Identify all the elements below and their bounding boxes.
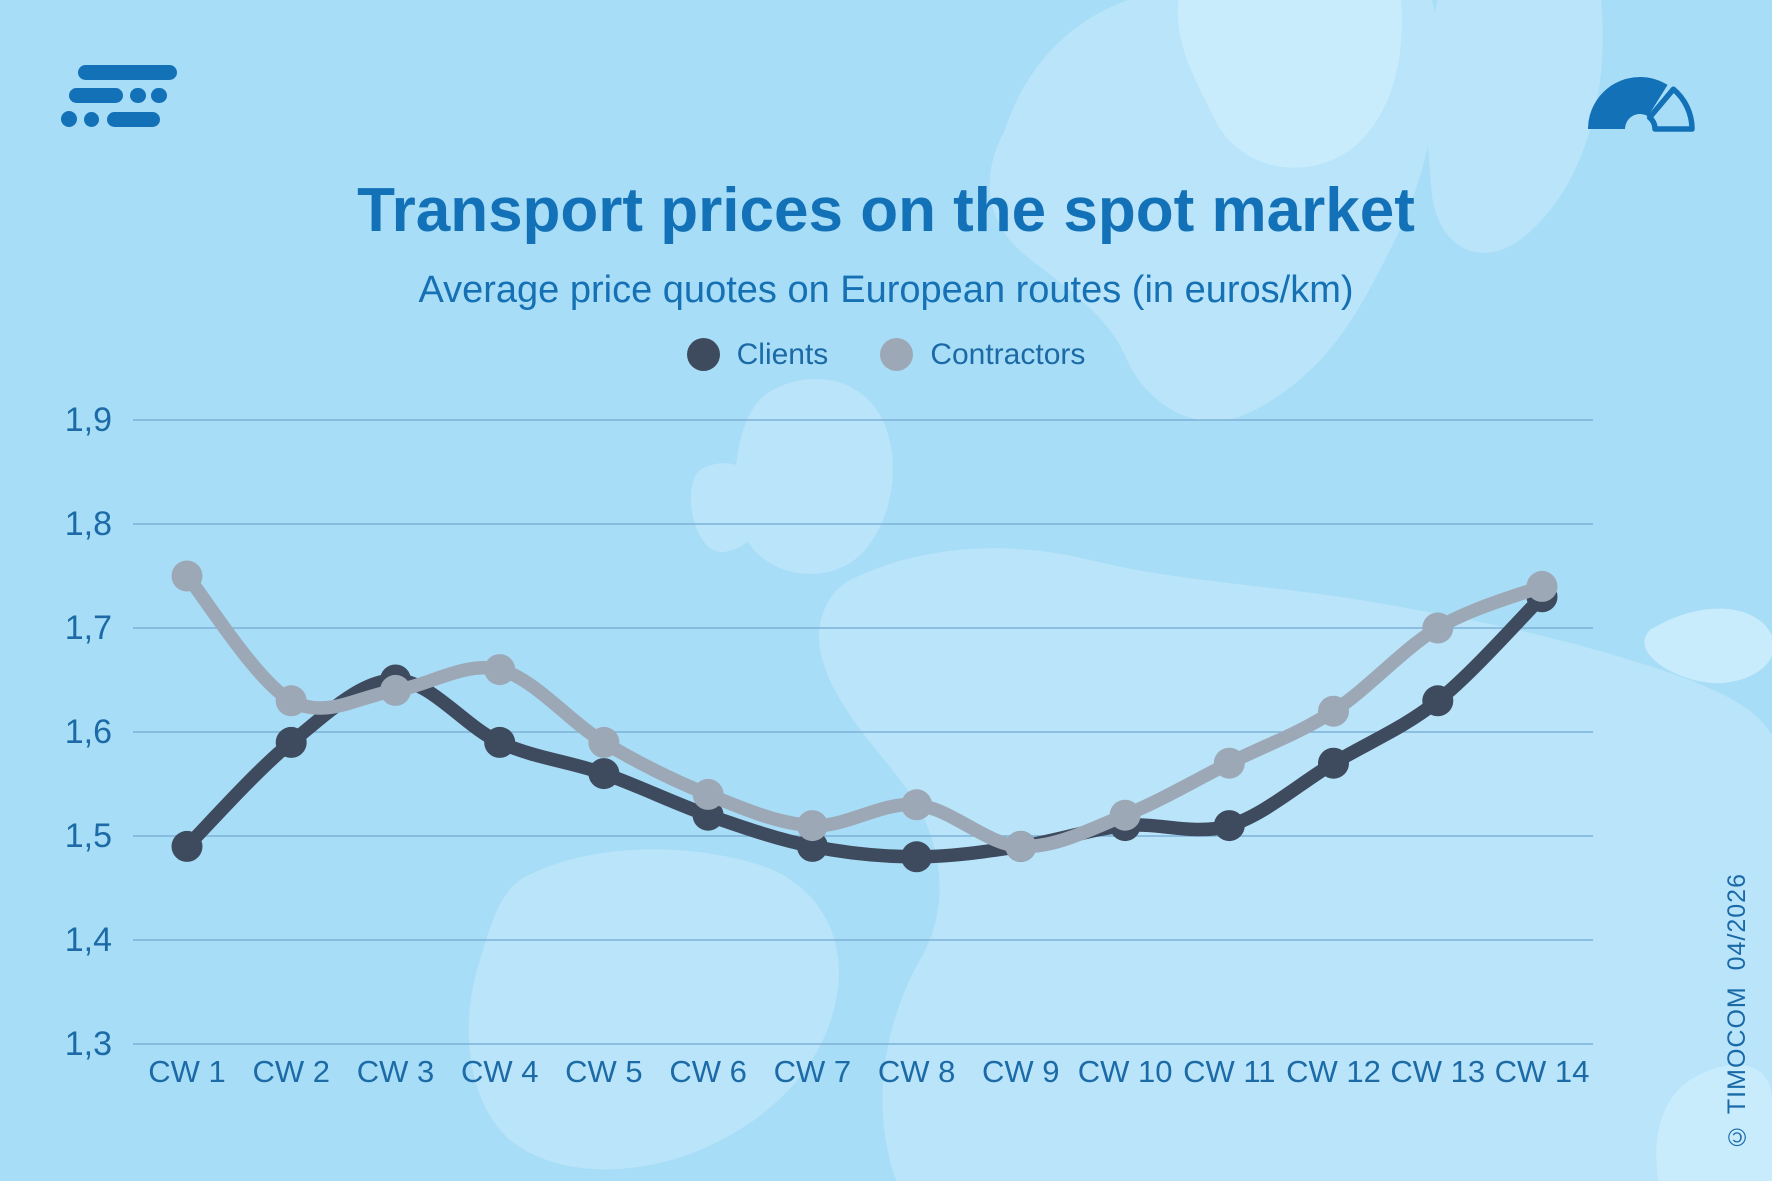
timocom-logo: [60, 62, 180, 128]
point-clients-cw-1: [171, 830, 203, 862]
point-contractors-cw-5: [588, 726, 620, 758]
x-tick-label: CW 7: [774, 1054, 852, 1089]
gauge-outline-segment: [1646, 86, 1695, 132]
point-clients-cw-4: [484, 726, 516, 758]
point-contractors-cw-6: [692, 778, 724, 810]
y-tick-label: 1,6: [65, 713, 112, 751]
x-tick-label: CW 6: [669, 1054, 747, 1089]
x-tick-label: CW 13: [1390, 1054, 1485, 1089]
x-tick-label: CW 9: [982, 1054, 1060, 1089]
page-subtitle: Average price quotes on European routes …: [418, 269, 1354, 311]
contractors-dot-icon: [880, 338, 914, 371]
point-contractors-cw-8: [901, 789, 933, 821]
point-clients-cw-11: [1213, 810, 1245, 842]
point-contractors-cw-11: [1213, 747, 1245, 779]
y-tick-label: 1,4: [65, 921, 112, 959]
logo-dot: [61, 111, 77, 127]
page-title: Transport prices on the spot market: [357, 176, 1415, 245]
legend-label-contractors: Contractors: [930, 338, 1086, 371]
legend-item-contractors: Contractors: [880, 338, 1085, 371]
x-tick-label: CW 3: [357, 1054, 435, 1089]
x-tick-label: CW 8: [878, 1054, 956, 1089]
point-clients-cw-12: [1318, 747, 1349, 779]
copyright-note: © TIMOCOM 04/2026: [1723, 873, 1751, 1151]
x-tick-label: CW 14: [1495, 1054, 1590, 1089]
map-landmass-shapes: [468, 0, 1772, 1181]
point-contractors-cw-13: [1422, 612, 1454, 644]
logo-bar: [69, 88, 123, 103]
logo-dot: [84, 112, 99, 127]
point-contractors-cw-9: [1005, 830, 1037, 862]
chart-legend: Clients Contractors: [0, 338, 1772, 371]
y-tick-label: 1,8: [65, 505, 112, 543]
y-tick-label: 1,7: [65, 609, 112, 647]
x-tick-label: CW 5: [565, 1054, 643, 1089]
point-clients-cw-13: [1422, 685, 1454, 717]
y-tick-label: 1,5: [65, 817, 112, 855]
point-clients-cw-2: [275, 726, 307, 758]
point-contractors-cw-1: [171, 560, 203, 592]
x-tick-label: CW 4: [461, 1054, 539, 1089]
x-tick-label: CW 10: [1078, 1054, 1173, 1089]
point-clients-cw-8: [901, 841, 933, 873]
point-contractors-cw-10: [1109, 799, 1141, 831]
point-contractors-cw-7: [796, 810, 828, 842]
point-contractors-cw-14: [1526, 570, 1558, 602]
x-tick-label: CW 2: [252, 1054, 330, 1089]
y-tick-label: 1,3: [65, 1025, 112, 1063]
point-contractors-cw-4: [484, 654, 516, 686]
point-clients-cw-5: [588, 758, 620, 790]
point-contractors-cw-2: [275, 685, 307, 717]
x-tick-label: CW 11: [1183, 1054, 1275, 1089]
y-tick-label: 1,9: [65, 401, 112, 439]
x-tick-label: CW 1: [148, 1054, 226, 1089]
logo-dot: [151, 88, 167, 103]
legend-item-clients: Clients: [686, 338, 829, 371]
logo-bar: [107, 112, 160, 127]
logo-dot: [130, 88, 146, 103]
point-contractors-cw-12: [1318, 695, 1349, 727]
speedometer-gauge-icon: [1588, 76, 1695, 132]
clients-dot-icon: [686, 338, 720, 371]
x-tick-label: CW 12: [1286, 1054, 1381, 1089]
point-contractors-cw-3: [380, 674, 411, 706]
logo-bar: [78, 65, 177, 80]
legend-label-clients: Clients: [736, 338, 829, 371]
